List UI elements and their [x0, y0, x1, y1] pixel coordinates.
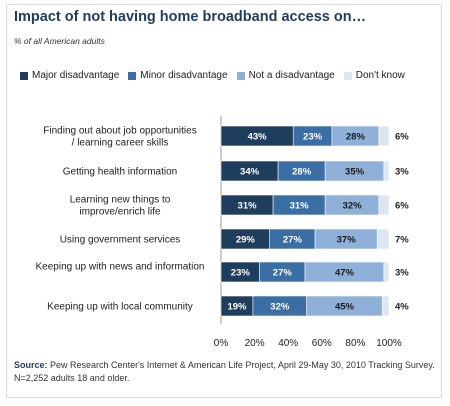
- bar-segment: [383, 160, 390, 182]
- category-label: Keeping up with local community: [47, 302, 193, 313]
- chart-title: Impact of not having home broadband acce…: [14, 9, 367, 25]
- data-label: 34%: [240, 167, 260, 178]
- category-label: Learning new things to improve/enrich lif…: [70, 195, 171, 218]
- x-tick-label: 60%: [312, 338, 332, 349]
- data-label: 6%: [395, 132, 409, 143]
- legend-item-not: Not a disadvantage: [236, 70, 335, 81]
- legend-swatch-minor: [128, 71, 137, 80]
- category-label: Getting health information: [63, 167, 178, 178]
- source-text: Pew Research Center's Internet & America…: [14, 360, 435, 383]
- x-tick-label: 40%: [278, 338, 298, 349]
- bar-segment: [383, 261, 390, 283]
- data-label: 32%: [343, 201, 363, 212]
- data-label: 7%: [395, 235, 409, 246]
- legend-label-not: Not a disadvantage: [248, 70, 335, 81]
- legend-label-major: Major disadvantage: [32, 70, 120, 81]
- data-label: 6%: [395, 201, 409, 212]
- data-label: 28%: [346, 132, 366, 143]
- data-label: 3%: [395, 268, 409, 279]
- data-label: 23%: [231, 268, 251, 279]
- legend-label-dk: Don't know: [355, 70, 405, 81]
- source-note: Source: Pew Research Center's Internet &…: [14, 359, 439, 385]
- bar-segment: [381, 295, 390, 317]
- legend-label-minor: Minor disadvantage: [140, 70, 228, 81]
- bar-segment: [378, 125, 390, 147]
- data-label: 37%: [337, 235, 357, 246]
- data-label: 45%: [335, 302, 355, 313]
- legend-item-dk: Don't know: [343, 70, 405, 81]
- data-label: 3%: [395, 167, 409, 178]
- x-tick-label: 80%: [345, 338, 365, 349]
- legend-swatch-major: [20, 71, 28, 80]
- data-label: 23%: [303, 132, 323, 143]
- x-tick-label: 20%: [245, 338, 265, 349]
- chart-legend: Major disadvantage Minor disadvantage No…: [20, 70, 414, 81]
- data-label: 4%: [395, 302, 409, 313]
- source-label: Source:: [14, 360, 48, 370]
- data-label: 47%: [335, 268, 355, 279]
- data-label: 31%: [238, 201, 258, 212]
- data-label: 28%: [292, 167, 312, 178]
- category-label: Using government services: [60, 235, 181, 246]
- data-label: 27%: [283, 235, 303, 246]
- legend-swatch-dk: [343, 71, 352, 80]
- x-tick-label: 100%: [376, 338, 402, 349]
- data-label: 35%: [345, 167, 365, 178]
- data-label: 27%: [273, 268, 293, 279]
- chart-subtitle: % of all American adults: [14, 36, 105, 46]
- bar-segment: [378, 194, 390, 216]
- legend-item-minor: Minor disadvantage: [128, 70, 228, 81]
- data-label: 32%: [270, 302, 290, 313]
- data-label: 29%: [236, 235, 256, 246]
- legend-swatch-not: [236, 71, 245, 80]
- data-label: 31%: [290, 201, 310, 212]
- data-label: 19%: [227, 302, 247, 313]
- category-label: Keeping up with news and information: [36, 262, 205, 273]
- data-label: 43%: [248, 132, 268, 143]
- chart-frame: [6, 4, 442, 398]
- bar-segment: [376, 228, 390, 250]
- legend-item-major: Major disadvantage: [20, 70, 119, 81]
- category-label: Finding out about job opportunities / lea…: [43, 126, 196, 149]
- x-tick-label: 0%: [214, 338, 229, 349]
